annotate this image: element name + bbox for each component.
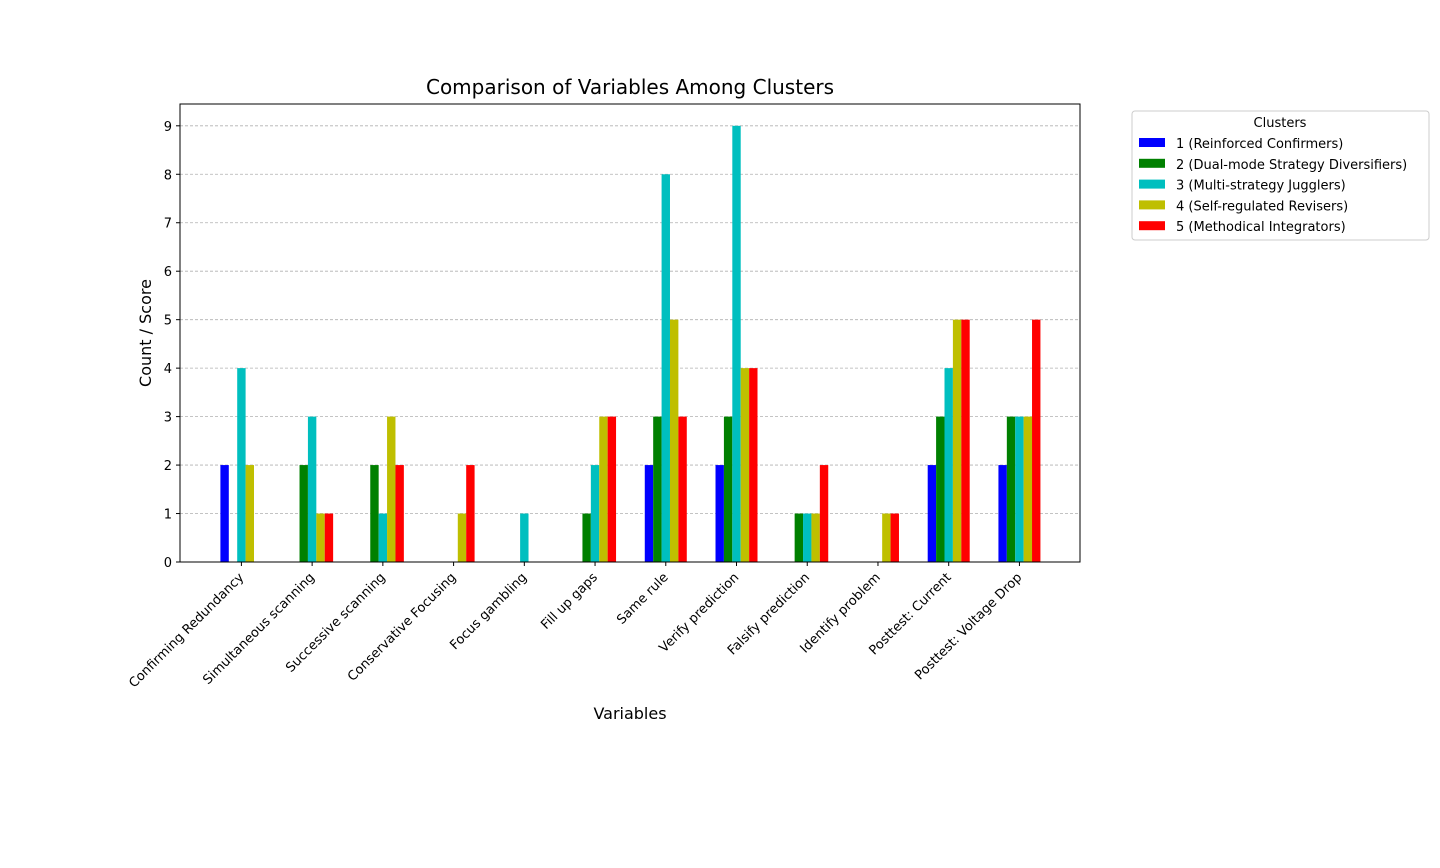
chart-title: Comparison of Variables Among Clusters (426, 75, 834, 99)
bar (669, 319, 679, 562)
bar (324, 513, 334, 562)
bar (961, 319, 970, 562)
bar (316, 513, 325, 562)
bar (653, 416, 662, 562)
bar (811, 513, 820, 562)
bar (378, 513, 388, 562)
bar (1015, 416, 1024, 562)
bar (794, 513, 804, 562)
bar (590, 465, 600, 562)
bar (740, 368, 750, 562)
bar (661, 174, 670, 562)
legend-swatch (1139, 138, 1165, 147)
y-tick-label: 0 (164, 556, 172, 571)
bar (245, 465, 254, 562)
bar (998, 465, 1007, 562)
bar (644, 465, 654, 562)
bar (732, 125, 741, 563)
legend-title: Clusters (1254, 116, 1307, 131)
bar (607, 416, 617, 562)
y-tick-label: 4 (164, 362, 172, 377)
bar (882, 513, 891, 562)
bar (927, 465, 937, 562)
x-tick-label: Same rule (614, 570, 671, 627)
bar (803, 513, 812, 562)
y-axis-title: Count / Score (136, 279, 155, 387)
legend-label: 4 (Self-regulated Revisers) (1176, 199, 1348, 214)
plot-area-frame (179, 103, 1081, 563)
x-tick-label: Focus gambling (447, 570, 530, 653)
bar (387, 416, 396, 562)
bar (1032, 319, 1041, 562)
bar (952, 319, 962, 562)
y-tick-label: 5 (164, 314, 172, 329)
y-tick-label: 3 (164, 411, 172, 426)
bar (944, 368, 953, 562)
bar (307, 416, 317, 562)
bar (237, 368, 246, 562)
bar (370, 465, 379, 562)
legend-label: 2 (Dual-mode Strategy Diversifiers) (1176, 158, 1407, 173)
y-tick-label: 1 (164, 508, 172, 523)
y-tick-label: 8 (164, 168, 172, 183)
y-tick-label: 6 (164, 265, 172, 280)
x-axis-title: Variables (593, 704, 666, 723)
bar (715, 465, 724, 562)
bar (1023, 416, 1033, 562)
legend-swatch (1139, 158, 1165, 168)
legend-swatch (1139, 200, 1165, 210)
legend: Clusters 1 (Reinforced Confirmers) 2 (Dua… (1131, 110, 1430, 241)
bar (1006, 416, 1016, 562)
bar (395, 465, 404, 562)
x-tick-label: Confirming Redundancy (126, 570, 247, 691)
grid-lines (180, 125, 1080, 514)
bar (599, 416, 608, 562)
legend-label: 5 (Methodical Integrators) (1176, 220, 1346, 235)
bar (520, 513, 529, 562)
legend-label: 1 (Reinforced Confirmers) (1176, 137, 1343, 152)
bar (220, 465, 229, 562)
x-tick-label: Fill up gaps (538, 570, 601, 633)
bar (582, 513, 591, 562)
y-axis: 0 1 2 3 4 5 6 7 8 9 (164, 120, 180, 571)
legend-swatch (1139, 221, 1165, 231)
bars (220, 125, 1041, 563)
bar (890, 513, 899, 562)
legend-label: 3 (Multi-strategy Jugglers) (1176, 179, 1346, 194)
bar (819, 465, 829, 562)
legend-swatch (1139, 179, 1165, 189)
y-tick-label: 9 (164, 120, 172, 135)
bar (678, 416, 687, 562)
y-tick-label: 7 (164, 217, 172, 232)
bar (723, 416, 733, 562)
bar (299, 465, 308, 562)
bar (457, 513, 467, 562)
bar (936, 416, 945, 562)
bar (466, 465, 475, 562)
y-tick-label: 2 (164, 459, 172, 474)
bar (749, 368, 758, 562)
legend-frame (1131, 110, 1430, 241)
